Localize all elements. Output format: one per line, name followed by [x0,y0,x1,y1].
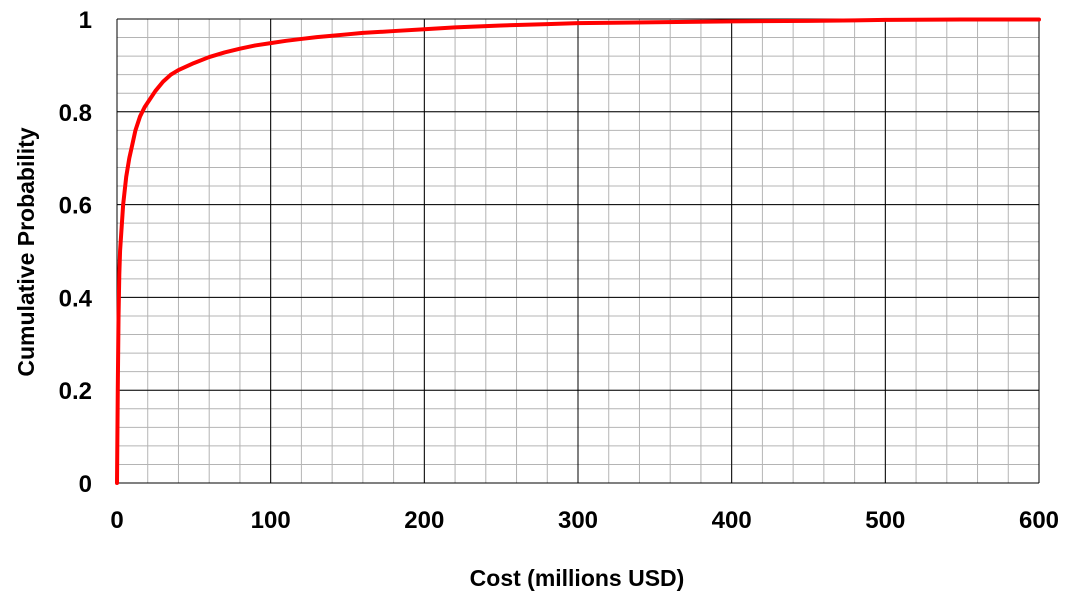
x-tick-label: 600 [1019,507,1059,534]
y-tick-labels: 0 0.2 0.4 0.6 0.8 1 [59,7,93,498]
series-line-0 [115,17,1041,485]
x-tick-label: 100 [251,507,291,534]
x-tick-label: 0 [110,507,123,534]
series-layer [115,17,1041,485]
major-gridlines [116,18,1040,484]
x-tick-labels: 0 100 200 300 400 500 600 [110,507,1059,534]
y-tick-label: 0.6 [59,193,92,220]
y-tick-label: 0.2 [59,378,92,405]
x-tick-label: 500 [865,507,905,534]
x-tick-label: 200 [404,507,444,534]
x-axis-title: Cost (millions USD) [470,565,685,591]
y-axis-title: Cumulative Probability [13,127,39,376]
x-tick-label: 300 [558,507,598,534]
y-tick-label: 0.8 [59,100,92,127]
y-tick-label: 0.4 [59,285,93,312]
y-tick-label: 0 [79,471,92,498]
x-tick-label: 400 [712,507,752,534]
y-tick-label: 1 [79,7,92,34]
